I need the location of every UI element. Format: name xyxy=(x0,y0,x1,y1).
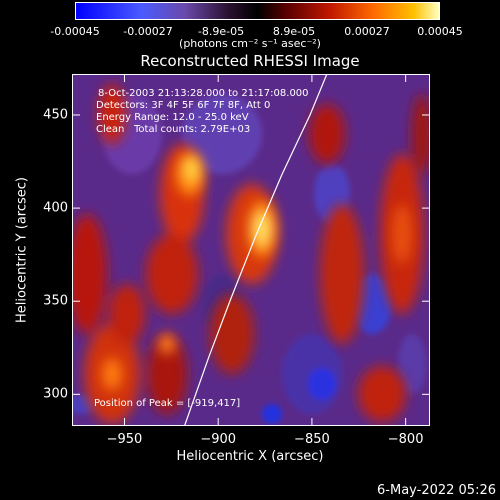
colorbar-tick-label: 0.00045 xyxy=(417,25,463,38)
x-tick-label: −800 xyxy=(387,432,424,447)
colorbar-tick-label: 0.00027 xyxy=(344,25,390,38)
y-tick-label: 400 xyxy=(43,200,68,216)
energy-range-annotation: Energy Range: 12.0 - 25.0 keV xyxy=(96,112,249,123)
colorbar-tick-label: -0.00045 xyxy=(50,25,100,38)
x-axis-label: Heliocentric X (arcsec) xyxy=(176,449,324,464)
colorbar-tick-label: -0.00027 xyxy=(123,25,173,38)
chart-title: Reconstructed RHESSI Image xyxy=(140,52,360,70)
method-annotation: Clean xyxy=(96,124,125,135)
total-counts-annotation: Total counts: 2.79E+03 xyxy=(134,124,251,135)
y-tick-label: 350 xyxy=(43,293,68,309)
heatmap-svg xyxy=(72,74,430,426)
axis-tick-marks xyxy=(72,74,430,426)
y-tick-label: 300 xyxy=(43,386,68,402)
x-tick-label: −900 xyxy=(200,432,237,447)
generation-date: 6-May-2022 05:26 xyxy=(377,483,496,498)
colorbar xyxy=(75,2,440,20)
x-tick-label: −950 xyxy=(106,432,143,447)
colorbar-tick-label: 8.9e-05 xyxy=(272,25,316,38)
x-tick-label: −850 xyxy=(294,432,330,447)
y-axis-label: Heliocentric Y (arcsec) xyxy=(14,177,30,323)
peak-position-annotation: Position of Peak = [-919,417] xyxy=(94,398,241,409)
plot-frame xyxy=(72,74,430,426)
heatmap-plot: 8-Oct-2003 21:13:28.000 to 21:17:08.000 … xyxy=(72,74,430,426)
solar-limb-curve xyxy=(183,74,328,426)
y-tick-label: 450 xyxy=(43,107,68,123)
detectors-annotation: Detectors: 3F 4F 5F 6F 7F 8F, Att 0 xyxy=(96,100,271,111)
colorbar-tick-label: -8.9e-05 xyxy=(197,25,245,38)
colorbar-unit-label: (photons cm⁻² s⁻¹ asec⁻²) xyxy=(179,37,321,50)
time-range-annotation: 8-Oct-2003 21:13:28.000 to 21:17:08.000 xyxy=(98,88,309,99)
